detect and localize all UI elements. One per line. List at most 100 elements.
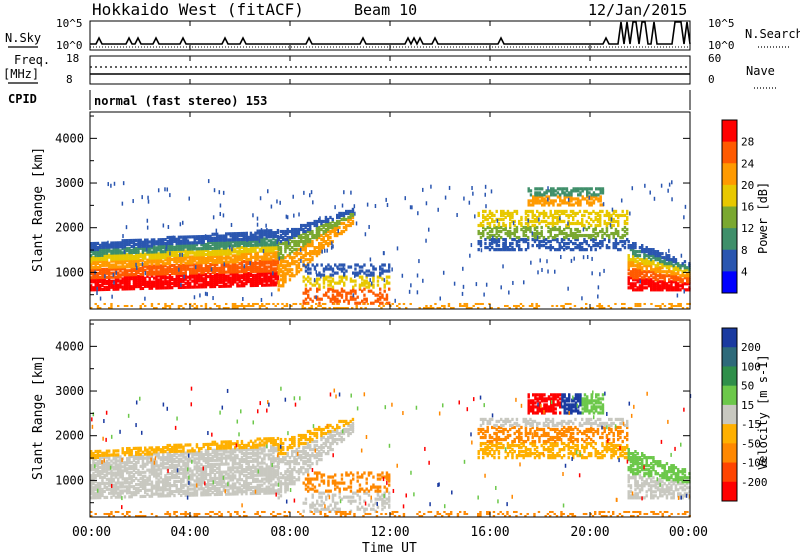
data-cell bbox=[200, 271, 203, 275]
data-cell bbox=[236, 260, 239, 264]
data-cell bbox=[191, 285, 194, 289]
data-cell bbox=[130, 258, 133, 263]
data-cell bbox=[654, 252, 657, 256]
data-cell bbox=[96, 485, 100, 490]
data-cell bbox=[155, 276, 158, 280]
data-cell bbox=[532, 201, 535, 205]
data-cell bbox=[672, 288, 675, 292]
data-cell bbox=[670, 260, 673, 264]
data-cell bbox=[588, 203, 591, 207]
data-cell bbox=[150, 484, 154, 488]
data-cell bbox=[114, 267, 118, 271]
data-cell bbox=[200, 251, 203, 255]
data-cell bbox=[263, 273, 266, 277]
data-cell bbox=[538, 187, 542, 191]
data-cell bbox=[114, 287, 118, 291]
data-cell bbox=[101, 493, 104, 498]
data-cell bbox=[121, 245, 124, 250]
data-cell bbox=[256, 239, 259, 243]
data-cell bbox=[198, 251, 201, 255]
data-cell bbox=[650, 250, 653, 254]
data-cell bbox=[182, 259, 185, 263]
data-cell bbox=[204, 267, 208, 271]
data-cell bbox=[515, 239, 519, 244]
data-cell bbox=[430, 184, 432, 189]
data-cell bbox=[536, 187, 539, 191]
data-cell bbox=[661, 282, 664, 286]
data-cell bbox=[531, 211, 534, 216]
data-cell bbox=[479, 302, 482, 305]
data-cell bbox=[297, 241, 301, 246]
data-cell bbox=[654, 272, 657, 276]
data-cell bbox=[676, 293, 679, 298]
data-cell bbox=[144, 280, 147, 284]
data-cell bbox=[222, 280, 226, 284]
data-cell bbox=[128, 259, 131, 263]
data-cell bbox=[135, 278, 138, 283]
data-cell bbox=[238, 280, 241, 284]
data-cell bbox=[180, 253, 183, 257]
data-cell bbox=[265, 245, 268, 249]
data-cell bbox=[222, 246, 226, 250]
data-cell bbox=[313, 221, 316, 226]
data-cell bbox=[518, 239, 521, 244]
data-cell bbox=[150, 472, 154, 476]
data-cell bbox=[484, 217, 487, 222]
data-cell bbox=[534, 201, 537, 205]
data-cell bbox=[570, 191, 573, 195]
data-cell bbox=[171, 241, 174, 246]
data-cell bbox=[126, 449, 129, 453]
data-cell bbox=[96, 453, 100, 458]
data-cell bbox=[218, 240, 221, 244]
data-cell bbox=[311, 244, 314, 248]
data-cell bbox=[502, 223, 505, 228]
data-cell bbox=[218, 272, 221, 276]
data-cell bbox=[587, 225, 591, 230]
data-cell bbox=[247, 243, 250, 248]
data-cell bbox=[114, 247, 118, 251]
data-cell bbox=[162, 268, 165, 272]
data-cell bbox=[112, 493, 115, 497]
data-cell bbox=[585, 209, 588, 214]
data-cell bbox=[286, 231, 289, 236]
data-cell bbox=[171, 263, 174, 268]
data-cell bbox=[209, 258, 212, 263]
data-cell bbox=[99, 269, 102, 274]
data-cell bbox=[173, 279, 176, 284]
data-cell bbox=[146, 456, 149, 460]
data-cell bbox=[265, 251, 268, 255]
data-cell bbox=[139, 306, 142, 309]
data-cell bbox=[148, 252, 151, 256]
data-cell bbox=[638, 264, 642, 268]
data-cell bbox=[130, 460, 133, 465]
data-cell bbox=[141, 274, 145, 278]
data-cell bbox=[229, 266, 232, 270]
data-cell bbox=[322, 281, 326, 285]
data-cell bbox=[168, 284, 172, 288]
data-cell bbox=[189, 281, 192, 285]
data-cell bbox=[222, 242, 226, 246]
data-cell bbox=[629, 286, 633, 290]
data-cell bbox=[137, 486, 140, 491]
data-cell bbox=[547, 235, 550, 240]
data-cell bbox=[304, 231, 307, 236]
freq-tick-bottom: 8 bbox=[66, 73, 73, 86]
data-cell bbox=[547, 239, 550, 244]
data-cell bbox=[349, 289, 353, 293]
data-cell bbox=[150, 256, 154, 260]
data-cell bbox=[94, 263, 97, 268]
data-cell bbox=[229, 276, 232, 280]
data-cell bbox=[536, 209, 539, 214]
data-cell bbox=[534, 199, 537, 203]
data-cell bbox=[213, 248, 217, 252]
data-cell bbox=[162, 262, 165, 266]
data-cell bbox=[207, 281, 210, 285]
data-cell bbox=[559, 197, 562, 201]
data-cell bbox=[265, 261, 268, 265]
data-cell bbox=[587, 244, 591, 248]
data-cell bbox=[279, 229, 283, 234]
data-cell bbox=[531, 231, 534, 236]
data-cell bbox=[352, 287, 355, 291]
data-cell bbox=[141, 456, 145, 460]
data-cell bbox=[469, 253, 471, 258]
